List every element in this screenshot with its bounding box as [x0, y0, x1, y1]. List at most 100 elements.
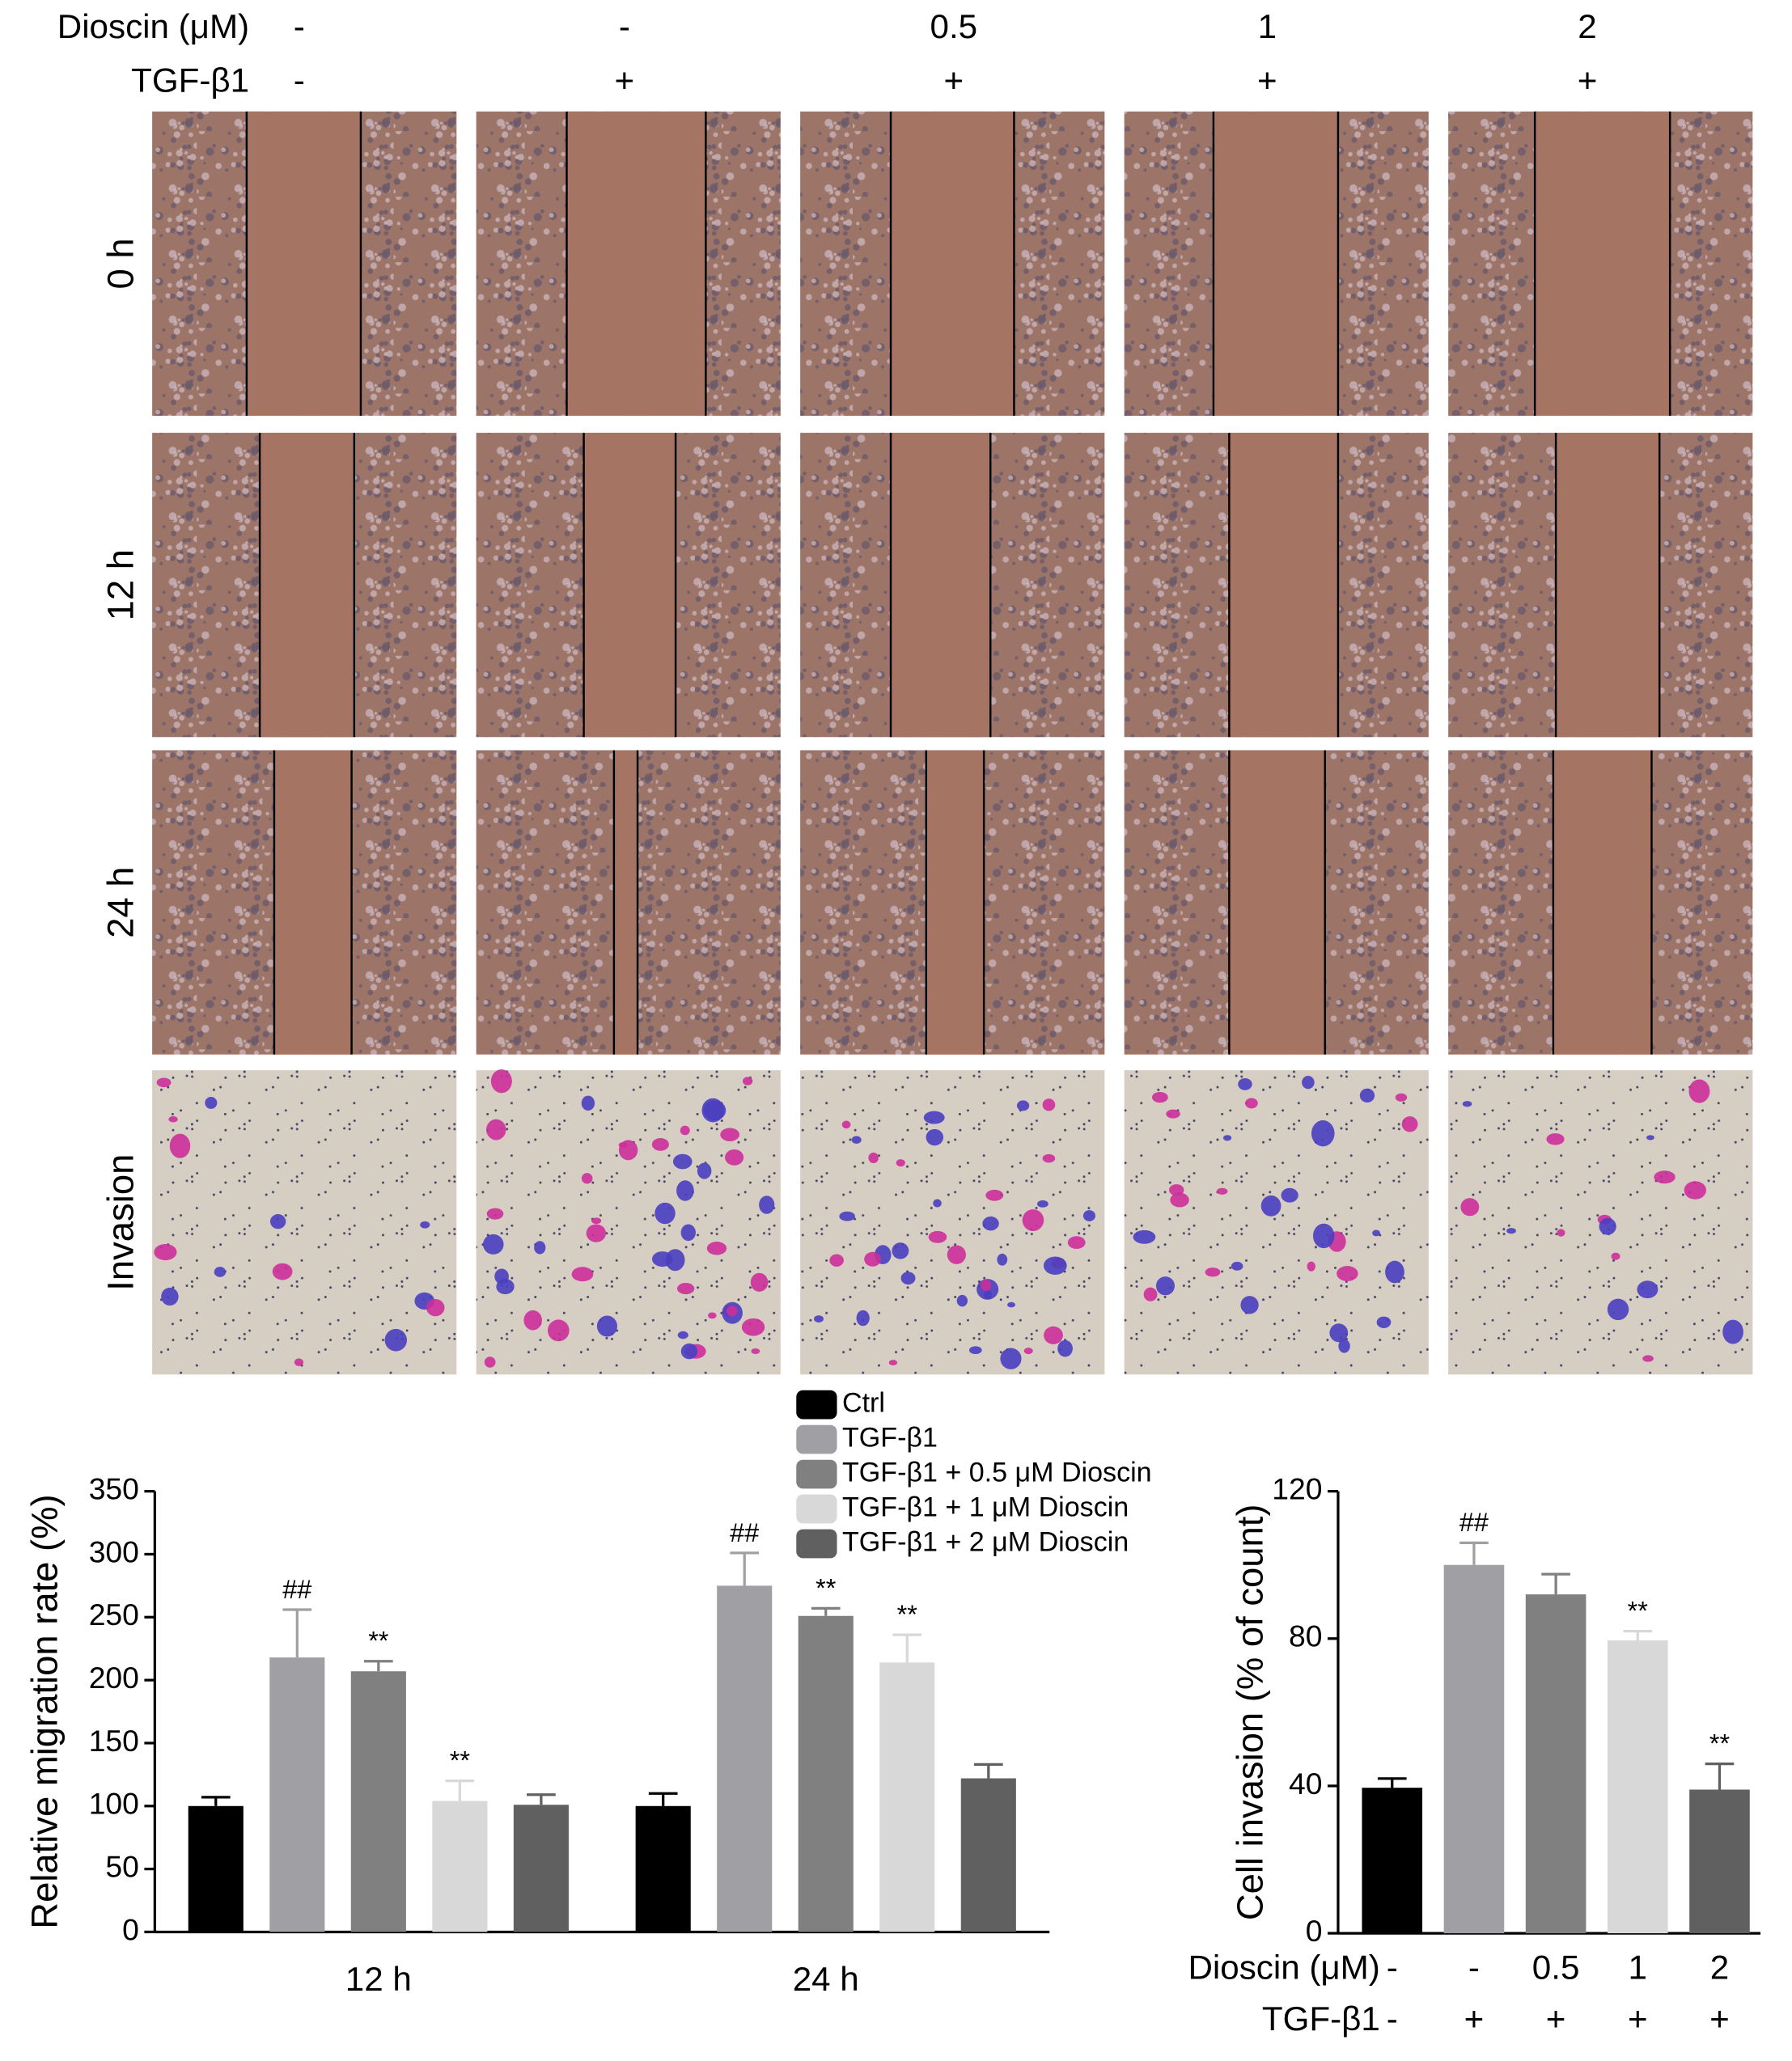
x-row-label: TGF-β1 — [1262, 2000, 1380, 2038]
invading-cell — [829, 1254, 844, 1267]
legend-label: Ctrl — [842, 1388, 885, 1419]
invading-cell — [581, 1173, 593, 1184]
invading-cell — [1143, 1287, 1158, 1301]
wound-gap — [1229, 750, 1325, 1055]
x-tick-label: 0.5 — [1532, 1949, 1580, 1987]
invading-cell — [1329, 1323, 1349, 1343]
invading-cell — [1546, 1133, 1565, 1145]
wound-gap — [1229, 433, 1338, 738]
invading-cell — [1376, 1316, 1392, 1328]
invading-cell — [651, 1251, 673, 1267]
invading-cell — [1372, 1229, 1380, 1237]
invading-cell — [1557, 1229, 1565, 1237]
x-tick-label: + — [1546, 2000, 1566, 2038]
invading-cell — [1205, 1267, 1221, 1277]
row-label: Invasion — [100, 1154, 141, 1291]
significance: ## — [1459, 1508, 1489, 1537]
invading-cell — [1688, 1079, 1710, 1103]
bar — [350, 1671, 406, 1932]
wound-gap — [260, 433, 354, 738]
x-tick-label: - — [1387, 2000, 1398, 2038]
invading-cell — [1395, 1093, 1408, 1102]
header-value: - — [294, 61, 305, 99]
invading-cell — [496, 1279, 515, 1295]
invading-cell — [523, 1310, 542, 1331]
invading-cell — [896, 1159, 905, 1167]
invading-cell — [956, 1294, 968, 1307]
x-tick-label: 1 — [1629, 1949, 1647, 1987]
invading-cell — [1238, 1077, 1252, 1090]
invading-cell — [726, 1306, 738, 1317]
bar — [432, 1801, 488, 1932]
legend-swatch — [796, 1459, 837, 1489]
header-value: + — [944, 61, 964, 99]
invading-cell — [1260, 1195, 1282, 1217]
invading-cell — [982, 1216, 999, 1231]
invading-cell — [706, 1242, 727, 1255]
invading-cell — [1082, 1210, 1096, 1221]
invading-cell — [926, 1128, 944, 1146]
invading-cell — [1337, 1266, 1358, 1281]
invading-cell — [864, 1251, 881, 1267]
invading-cell — [1170, 1192, 1189, 1208]
y-tick-label: 120 — [1272, 1471, 1322, 1505]
x-row-label: Dioscin (μM) — [1188, 1949, 1379, 1987]
y-tick-label: 0 — [1306, 1914, 1323, 1948]
invading-cell — [154, 1243, 177, 1261]
invading-cell — [1166, 1109, 1180, 1119]
wound-gap — [1535, 111, 1671, 417]
invading-cell — [486, 1119, 506, 1141]
invading-cell — [1646, 1135, 1654, 1141]
invading-cell — [900, 1272, 916, 1285]
invading-cell — [933, 1199, 942, 1208]
invading-cell — [751, 1348, 760, 1355]
x-tick-label: 2 — [1710, 1949, 1729, 1987]
row-label: 24 h — [100, 866, 141, 937]
y-tick-label: 200 — [89, 1661, 139, 1695]
invading-cell — [981, 1279, 992, 1292]
y-axis-title: Cell invasion (% of count) — [1230, 1504, 1271, 1921]
bar — [513, 1805, 569, 1932]
invading-cell — [680, 1125, 690, 1136]
invading-cell — [1023, 1348, 1033, 1355]
significance: ** — [1709, 1729, 1731, 1758]
invading-cell — [483, 1234, 504, 1255]
invading-cell — [534, 1241, 546, 1255]
invading-cell — [1338, 1339, 1350, 1353]
y-tick-label: 350 — [89, 1471, 139, 1505]
invading-cell — [1506, 1228, 1516, 1234]
invading-cell — [1022, 1209, 1044, 1231]
wound-gap — [1553, 750, 1652, 1055]
invading-cell — [888, 1360, 898, 1365]
header-value: + — [1578, 61, 1598, 99]
bar — [1525, 1594, 1587, 1934]
invading-cell — [892, 1242, 909, 1259]
bar — [188, 1805, 244, 1932]
invading-cell — [725, 1149, 744, 1166]
legend-swatch — [796, 1529, 837, 1559]
invading-cell — [1401, 1116, 1418, 1132]
invading-cell — [1637, 1280, 1659, 1299]
y-tick-label: 50 — [105, 1849, 138, 1883]
y-tick-label: 300 — [89, 1534, 139, 1568]
invading-cell — [1169, 1184, 1184, 1196]
bar — [635, 1805, 691, 1932]
invading-cell — [750, 1272, 769, 1292]
header-label: TGF-β1 — [131, 61, 249, 99]
invading-cell — [1311, 1120, 1335, 1147]
bar — [717, 1585, 773, 1932]
invading-cell — [680, 1343, 698, 1360]
invading-cell — [1151, 1091, 1168, 1103]
invading-cell — [169, 1133, 191, 1158]
legend-swatch — [796, 1390, 837, 1420]
wound-gap — [566, 111, 706, 417]
x-tick-label: - — [1387, 1949, 1398, 1987]
y-tick-label: 80 — [1289, 1619, 1322, 1653]
wound-gap — [246, 111, 361, 417]
header-value: - — [619, 7, 630, 45]
micrograph — [800, 1070, 1105, 1375]
wound-gap — [891, 433, 991, 738]
significance: ** — [816, 1573, 837, 1602]
